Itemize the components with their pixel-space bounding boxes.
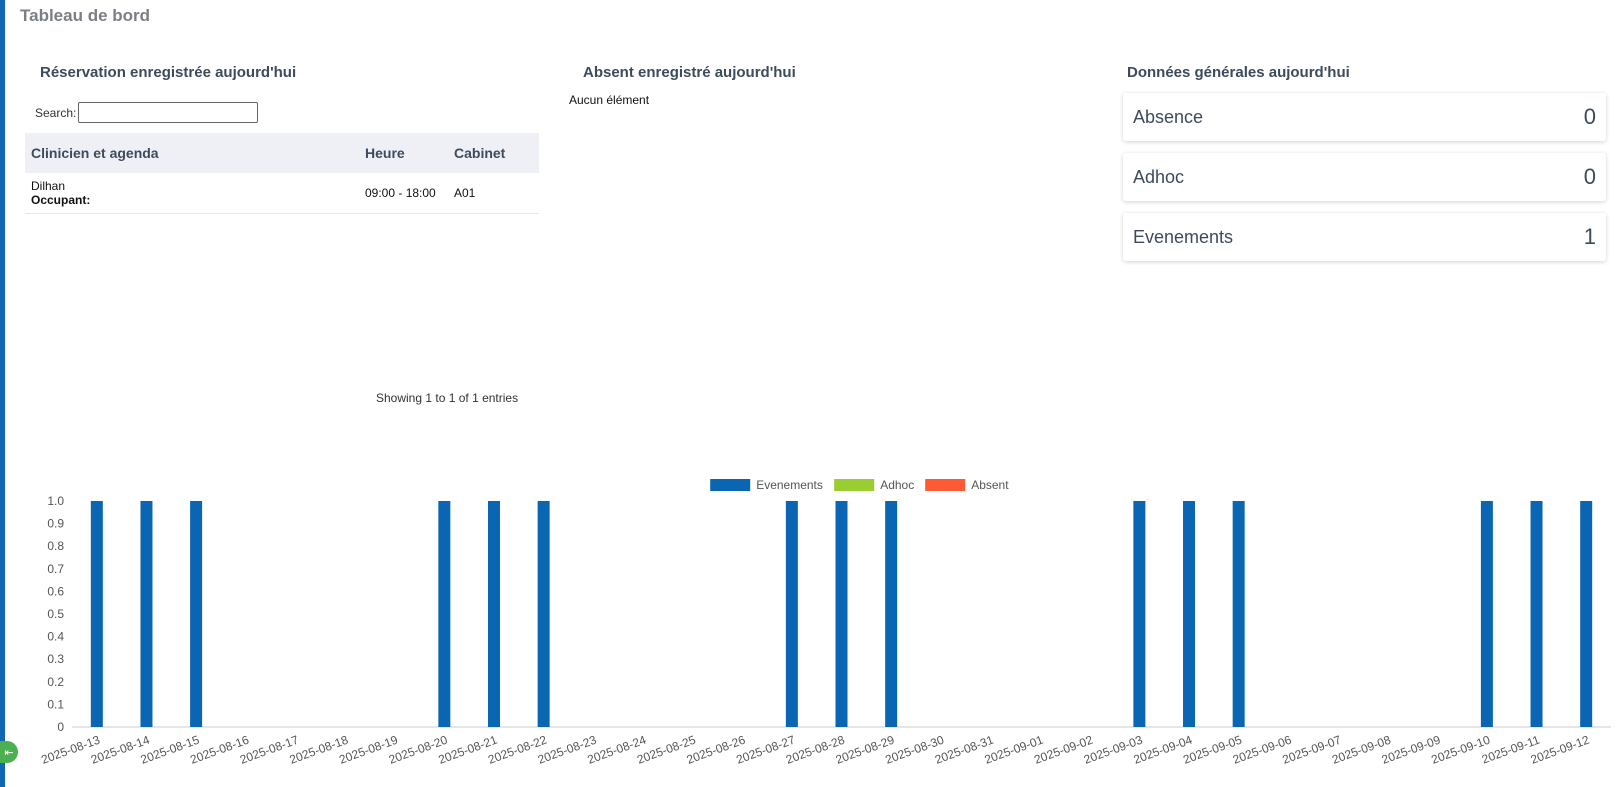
search-label: Search: xyxy=(35,105,77,120)
y-tick-label: 1.0 xyxy=(47,494,64,508)
collapse-sidebar-button[interactable]: ⇤ xyxy=(0,741,18,763)
absent-empty-message: Aucun élément xyxy=(569,93,650,107)
bar-evenements xyxy=(1530,501,1543,727)
bar-evenements xyxy=(1133,501,1146,727)
legend-swatch-absent xyxy=(925,479,966,491)
legend-label-adhoc: Adhoc xyxy=(880,478,914,492)
y-tick-label: 0 xyxy=(57,720,64,734)
y-tick-label: 0.5 xyxy=(47,607,64,621)
cell-clinician: Dilhan Occupant: xyxy=(25,173,359,214)
table-row[interactable]: Dilhan Occupant: 09:00 - 18:00 A01 xyxy=(25,173,539,214)
y-tick-label: 0.2 xyxy=(47,675,64,689)
reservations-table: Clinicien et agenda Heure Cabinet Dilhan… xyxy=(25,133,539,214)
reservations-title: Réservation enregistrée aujourd'hui xyxy=(40,64,297,81)
bar-evenements xyxy=(1232,501,1245,727)
stat-card-adhoc: Adhoc 0 xyxy=(1123,153,1606,201)
events-bar-chart: 00.10.20.30.40.50.60.70.80.91.02025-08-1… xyxy=(39,478,1611,767)
bar-evenements xyxy=(487,501,500,727)
bar-evenements xyxy=(438,501,451,727)
collapse-arrow-icon: ⇤ xyxy=(4,746,14,759)
bar-evenements xyxy=(190,501,203,727)
y-tick-label: 0.4 xyxy=(47,630,64,644)
stat-value: 0 xyxy=(1583,104,1596,129)
bar-evenements xyxy=(140,501,153,727)
legend-label-evenements: Evenements xyxy=(756,478,823,492)
stat-label: Adhoc xyxy=(1133,166,1185,187)
y-tick-label: 0.1 xyxy=(47,697,64,711)
page-title: Tableau de bord xyxy=(20,6,151,25)
column-header-time[interactable]: Heure xyxy=(359,133,448,173)
cell-time: 09:00 - 18:00 xyxy=(359,173,448,214)
stat-label: Evenements xyxy=(1133,226,1234,247)
occupant-label: Occupant: xyxy=(31,193,91,207)
general-title: Données générales aujourd'hui xyxy=(1127,64,1350,81)
y-tick-label: 0.7 xyxy=(47,562,64,576)
stat-value: 1 xyxy=(1583,224,1596,249)
legend-swatch-evenements xyxy=(710,479,751,491)
search-input[interactable] xyxy=(78,102,259,123)
bar-evenements xyxy=(835,501,848,727)
bar-evenements xyxy=(785,501,798,727)
cell-room: A01 xyxy=(448,173,539,214)
legend-label-absent: Absent xyxy=(971,478,1009,492)
y-tick-label: 0.9 xyxy=(47,517,64,531)
bar-evenements xyxy=(1183,501,1196,727)
column-header-room[interactable]: Cabinet xyxy=(448,133,539,173)
table-header-row: Clinicien et agenda Heure Cabinet xyxy=(25,133,539,173)
stat-value: 0 xyxy=(1583,164,1596,189)
search-box: Search: xyxy=(35,102,259,123)
left-accent-bar xyxy=(0,0,5,787)
legend-swatch-adhoc xyxy=(834,479,875,491)
bar-evenements xyxy=(537,501,550,727)
bar-evenements xyxy=(885,501,898,727)
absent-title: Absent enregistré aujourd'hui xyxy=(583,64,796,81)
bar-evenements xyxy=(1480,501,1493,727)
stat-card-evenements: Evenements 1 xyxy=(1123,213,1606,261)
bar-evenements xyxy=(1580,501,1593,727)
y-tick-label: 0.6 xyxy=(47,584,64,598)
table-info: Showing 1 to 1 of 1 entries xyxy=(376,391,519,405)
bar-evenements xyxy=(90,501,103,727)
column-header-clinician[interactable]: Clinicien et agenda xyxy=(25,133,359,173)
clinician-name: Dilhan xyxy=(31,179,66,193)
y-tick-label: 0.3 xyxy=(47,652,64,666)
y-tick-label: 0.8 xyxy=(47,539,64,553)
stat-label: Absence xyxy=(1133,106,1204,127)
stat-card-absence: Absence 0 xyxy=(1123,93,1606,141)
